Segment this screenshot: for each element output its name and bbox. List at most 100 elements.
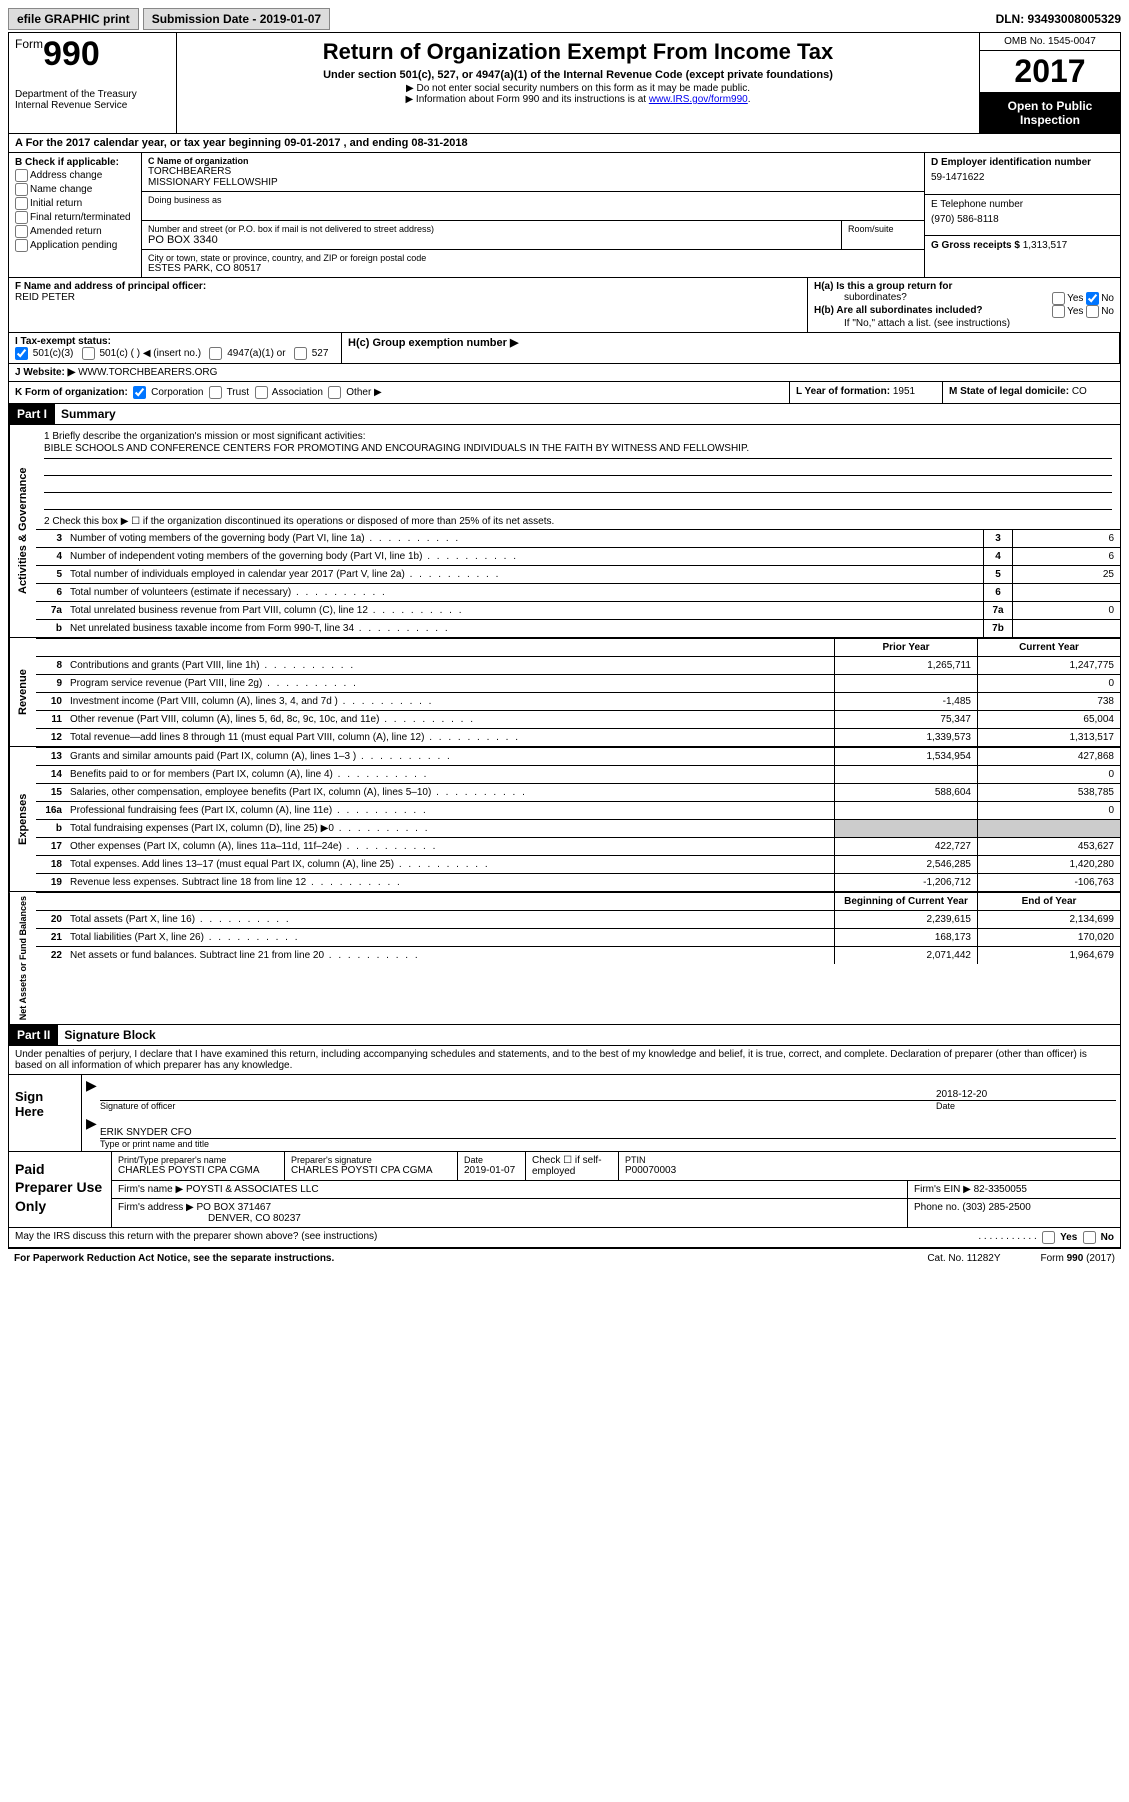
irs-form990-link[interactable]: www.IRS.gov/form990 xyxy=(649,94,748,105)
gov-line-b: bNet unrelated business taxable income f… xyxy=(36,619,1120,637)
side-revenue: Revenue xyxy=(9,638,36,746)
chk-name-change[interactable]: Name change xyxy=(15,183,135,196)
city-label: City or town, state or province, country… xyxy=(148,253,918,263)
hc-group-exemption: H(c) Group exemption number ▶ xyxy=(342,333,1120,363)
row-a-tax-year: A For the 2017 calendar year, or tax yea… xyxy=(9,134,1120,153)
chk-501c3[interactable]: 501(c)(3) xyxy=(15,348,73,359)
phone-label: E Telephone number xyxy=(931,199,1114,210)
col-d-ein-phone: D Employer identification number 59-1471… xyxy=(924,153,1120,277)
perjury-declaration: Under penalties of perjury, I declare th… xyxy=(9,1046,1120,1075)
gov-line-4: 4Number of independent voting members of… xyxy=(36,547,1120,565)
sig-date-label: Date xyxy=(936,1101,1116,1111)
discuss-row: May the IRS discuss this return with the… xyxy=(9,1228,1120,1248)
chk-assoc[interactable]: Association xyxy=(255,387,323,398)
row-i-j-hc: I Tax-exempt status: 501(c)(3) 501(c) ( … xyxy=(9,333,1120,364)
chk-amended[interactable]: Amended return xyxy=(15,225,135,238)
fin-line-10: 10Investment income (Part VIII, column (… xyxy=(36,692,1120,710)
discuss-no[interactable]: No xyxy=(1083,1231,1114,1244)
submission-date-button[interactable]: Submission Date - 2019-01-07 xyxy=(143,8,330,30)
officer-name: ERIK SNYDER CFO xyxy=(100,1115,1116,1139)
chk-address-change[interactable]: Address change xyxy=(15,169,135,182)
org-name-label: C Name of organization xyxy=(148,156,918,166)
gross-value: 1,313,517 xyxy=(1023,240,1068,251)
hb-no[interactable]: No xyxy=(1086,305,1114,318)
form-number: 990 xyxy=(43,35,100,73)
chk-final-return[interactable]: Final return/terminated xyxy=(15,211,135,224)
form-header: Form990 Department of the Treasury Inter… xyxy=(9,33,1120,134)
tax-exempt-status: I Tax-exempt status: 501(c)(3) 501(c) ( … xyxy=(9,333,342,363)
side-governance: Activities & Governance xyxy=(9,425,36,637)
sig-date: 2018-12-20 xyxy=(936,1089,1116,1100)
catalog-number: Cat. No. 11282Y xyxy=(927,1253,1000,1264)
summary-revenue: Revenue Prior Year Current Year 8Contrib… xyxy=(9,638,1120,747)
sign-here-row: Sign Here ▶ 2018-12-20 Signature of offi… xyxy=(9,1075,1120,1152)
paid-preparer-row: Paid Preparer Use Only Print/Type prepar… xyxy=(9,1152,1120,1228)
bullet-ssn: ▶ Do not enter social security numbers o… xyxy=(185,83,971,94)
summary-expenses: Expenses 13Grants and similar amounts pa… xyxy=(9,747,1120,892)
officer-name-label: Type or print name and title xyxy=(100,1139,1116,1149)
chk-trust[interactable]: Trust xyxy=(209,387,249,398)
room-label: Room/suite xyxy=(848,224,918,234)
dln-label: DLN: 93493008005329 xyxy=(996,12,1121,26)
top-toolbar: efile GRAPHIC print Submission Date - 20… xyxy=(8,8,1121,30)
part2-header: Part IISignature Block xyxy=(9,1025,1120,1046)
chk-initial-return[interactable]: Initial return xyxy=(15,197,135,210)
form-subtitle: Under section 501(c), 527, or 4947(a)(1)… xyxy=(185,69,971,81)
chk-4947[interactable]: 4947(a)(1) or xyxy=(209,348,285,359)
sign-here-label: Sign Here xyxy=(9,1075,82,1151)
fin-line-17: 17Other expenses (Part IX, column (A), l… xyxy=(36,837,1120,855)
summary-net-assets: Net Assets or Fund Balances Beginning of… xyxy=(9,892,1120,1025)
chk-pending[interactable]: Application pending xyxy=(15,239,135,252)
principal-officer: F Name and address of principal officer:… xyxy=(9,278,808,332)
part1-header: Part ISummary xyxy=(9,404,1120,425)
preparer-name: CHARLES POYSTI CPA CGMA xyxy=(118,1165,278,1176)
hb-yes[interactable]: Yes xyxy=(1052,305,1083,318)
bullet-info: ▶ Information about Form 990 and its ins… xyxy=(185,94,971,105)
row-j-website: J Website: ▶ WWW.TORCHBEARERS.ORG xyxy=(9,364,1120,382)
col-c-org-info: C Name of organization TORCHBEARERS MISS… xyxy=(142,153,924,277)
fin-line-14: 14Benefits paid to or for members (Part … xyxy=(36,765,1120,783)
fin-line-19: 19Revenue less expenses. Subtract line 1… xyxy=(36,873,1120,891)
arrow-icon: ▶ xyxy=(86,1077,100,1111)
firm-name: POYSTI & ASSOCIATES LLC xyxy=(186,1184,319,1195)
paid-preparer-label: Paid Preparer Use Only xyxy=(9,1152,112,1227)
fin-line-11: 11Other revenue (Part VIII, column (A), … xyxy=(36,710,1120,728)
city-value: ESTES PARK, CO 80517 xyxy=(148,263,918,274)
preparer-date: 2019-01-07 xyxy=(464,1165,519,1176)
gov-line-5: 5Total number of individuals employed in… xyxy=(36,565,1120,583)
org-name-1: TORCHBEARERS xyxy=(148,166,918,177)
group-return: H(a) Is this a group return for subordin… xyxy=(808,278,1120,332)
gov-line-3: 3Number of voting members of the governi… xyxy=(36,529,1120,547)
fin-line-18: 18Total expenses. Add lines 13–17 (must … xyxy=(36,855,1120,873)
section-b-c-d: B Check if applicable: Address change Na… xyxy=(9,153,1120,278)
firm-ein: 82-3350055 xyxy=(974,1184,1027,1195)
signature-block: Under penalties of perjury, I declare th… xyxy=(9,1046,1120,1248)
fin-line-20: 20Total assets (Part X, line 16)2,239,61… xyxy=(36,910,1120,928)
form-990-page: Form990 Department of the Treasury Inter… xyxy=(8,32,1121,1249)
open-to-public: Open to PublicInspection xyxy=(980,93,1120,133)
chk-527[interactable]: 527 xyxy=(294,348,328,359)
gov-line-6: 6Total number of volunteers (estimate if… xyxy=(36,583,1120,601)
fin-line-12: 12Total revenue—add lines 8 through 11 (… xyxy=(36,728,1120,746)
phone-value: (970) 586-8118 xyxy=(931,214,1114,225)
arrow-icon: ▶ xyxy=(86,1115,100,1149)
efile-print-button[interactable]: efile GRAPHIC print xyxy=(8,8,139,30)
page-footer: For Paperwork Reduction Act Notice, see … xyxy=(8,1249,1121,1268)
fin-header: Prior Year Current Year xyxy=(36,638,1120,656)
ein-value: 59-1471622 xyxy=(931,172,1114,183)
fin-line-15: 15Salaries, other compensation, employee… xyxy=(36,783,1120,801)
chk-other[interactable]: Other ▶ xyxy=(328,387,381,398)
chk-corp[interactable]: Corporation xyxy=(133,387,203,398)
ha-no[interactable]: No xyxy=(1086,292,1114,305)
dept-treasury: Department of the Treasury xyxy=(15,89,170,100)
street-label: Number and street (or P.O. box if mail i… xyxy=(148,224,835,234)
fin-line-22: 22Net assets or fund balances. Subtract … xyxy=(36,946,1120,964)
col-b-checkboxes: B Check if applicable: Address change Na… xyxy=(9,153,142,277)
chk-501c[interactable]: 501(c) ( ) ◀ (insert no.) xyxy=(82,348,201,359)
tax-year: 2017 xyxy=(980,51,1120,93)
discuss-yes[interactable]: Yes xyxy=(1042,1231,1077,1244)
self-employed-check[interactable]: Check ☐ if self-employed xyxy=(526,1152,619,1180)
ha-yes[interactable]: Yes xyxy=(1052,292,1083,305)
dba-label: Doing business as xyxy=(148,195,918,205)
form-word: Form xyxy=(15,37,43,51)
